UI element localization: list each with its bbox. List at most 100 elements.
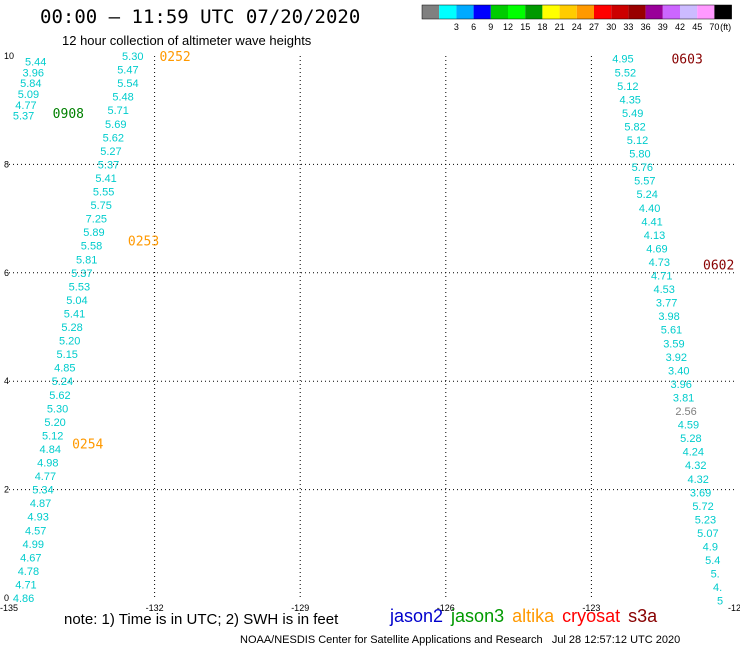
wave-height-value: 5.07 [697,528,718,540]
wave-height-value: 4. [713,582,722,594]
wave-height-value: 4.85 [54,363,75,375]
wave-height-value: 5.12 [42,430,63,442]
wave-height-value: 5.52 [615,67,636,79]
wave-height-value: 4.41 [641,216,662,228]
wave-height-value: 2.56 [675,406,696,418]
colorbar-swatch [422,5,440,19]
wave-height-value: 5.37 [13,111,34,123]
colorbar-label: 27 [589,22,599,32]
wave-height-value: 5.37 [98,159,119,171]
wave-height-value: 5.09 [18,89,39,101]
wave-height-value: 5.20 [59,336,80,348]
wave-height-value: 5.24 [637,189,658,201]
wave-height-value: 3.77 [656,298,677,310]
x-tick-label: -123 [582,603,600,613]
wave-height-value: 3.98 [658,311,679,323]
x-tick-label: -135 [0,603,18,613]
pass-time-label: 0603 [671,53,702,68]
colorbar-swatch [473,5,491,19]
x-tick-label: -120 [728,603,740,613]
wave-height-value: 5.62 [103,132,124,144]
wave-height-value: 5.53 [69,281,90,293]
wave-height-value: 5.49 [622,108,643,120]
colorbar-label: 24 [572,22,582,32]
colorbar-swatch [680,5,698,19]
page-subtitle: 12 hour collection of altimeter wave hei… [62,33,312,48]
wave-height-value: 5.4 [705,555,720,567]
colorbar-swatch [697,5,715,19]
colorbar-swatch [714,5,732,19]
colorbar-label: 6 [471,22,476,32]
x-tick-label: -129 [291,603,309,613]
wave-height-value: 5.54 [117,78,138,90]
wave-height-value: 5.69 [105,119,126,131]
wave-height-value: 4.78 [18,566,39,578]
legend-item: cryosat [562,606,621,626]
colorbar-label: 18 [537,22,547,32]
page-title: 00:00 — 11:59 UTC 07/20/2020 [40,6,361,28]
wave-height-value: 4.84 [40,444,61,456]
wave-height-value: 5.20 [44,417,65,429]
wave-height-value: 3.92 [666,352,687,364]
wave-height-value: 4.77 [15,100,36,112]
colorbar-label: 36 [641,22,651,32]
wave-height-value: 5.15 [57,349,78,361]
wave-height-value: 4.13 [644,230,665,242]
wave-height-value: 5. [711,569,720,581]
legend-item: jason2 [390,606,444,626]
colorbar-label: 3 [454,22,459,32]
colorbar-label: 39 [658,22,668,32]
wave-height-value: 5.71 [107,105,128,117]
colorbar-swatch [594,5,612,19]
pass-time-label: 0253 [128,234,159,249]
wave-height-value: 5.34 [32,485,53,497]
wave-height-value: 5.48 [112,92,133,104]
wave-height-value: 5.44 [25,56,46,68]
wave-height-value: 3.81 [673,392,694,404]
x-tick-label: -132 [146,603,164,613]
colorbar-swatch [542,5,560,19]
wave-height-value: 5.30 [47,403,68,415]
wave-height-value: 4.98 [37,458,58,470]
wave-height-value: 5.57 [634,176,655,188]
wave-height-value: 5.58 [81,241,102,253]
wave-height-value: 4.57 [25,525,46,537]
wave-height-value: 5.47 [117,65,138,77]
wave-height-value: 5.81 [76,254,97,266]
colorbar-swatch [508,5,526,19]
y-tick-label: 4 [4,376,9,386]
y-tick-label: 8 [4,159,9,169]
colorbar-label: 33 [623,22,633,32]
y-tick-label: 2 [4,485,9,495]
wave-height-value: 4.32 [685,460,706,472]
colorbar: 3 6 9 12 15 18 21 24 27 30 33 36 39 42 45 70 (ft) [421,4,732,32]
colorbar-swatch [611,5,629,19]
pass-time-label: 0252 [159,50,190,65]
wave-height-value: 5.82 [624,121,645,133]
wave-height-value: 5.28 [61,322,82,334]
wave-height-value: 3.69 [690,487,711,499]
wave-height-value: 5 [717,596,723,608]
wave-height-value: 4.95 [612,54,633,66]
legend-item: s3a [628,606,658,626]
wave-height-value: 5.89 [83,227,104,239]
wave-height-value: 5.28 [680,433,701,445]
wave-height-value: 4.71 [651,271,672,283]
wave-height-value: 5.72 [692,501,713,513]
pass-time-label: 0602 [703,259,734,274]
colorbar-swatch [490,5,508,19]
wave-height-value: 4.69 [646,243,667,255]
legend-item: altika [512,606,555,626]
y-tick-label: 0 [4,593,9,603]
colorbar-swatch [662,5,680,19]
wave-height-value: 5.30 [122,51,143,63]
wave-height-value: 5.12 [617,81,638,93]
wave-height-value: 4.86 [13,593,34,605]
wave-height-value: 4.99 [23,539,44,551]
colorbar-swatch [645,5,663,19]
credit-text: NOAA/NESDIS Center for Satellite Applica… [240,634,681,646]
track-west-main: 5.305.475.545.485.715.695.625.275.375.41… [13,51,144,605]
wave-height-value: 5.24 [52,376,73,388]
colorbar-label: 21 [555,22,565,32]
